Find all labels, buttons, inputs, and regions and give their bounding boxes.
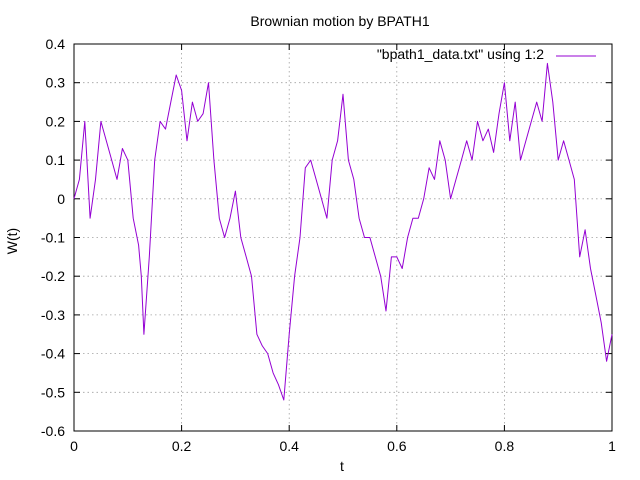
y-tick-label: -0.4 bbox=[41, 346, 65, 362]
y-tick-label: 0 bbox=[57, 191, 65, 207]
x-tick-label: 0.4 bbox=[279, 438, 299, 454]
grid-lines bbox=[74, 44, 612, 431]
y-axis-label: W(t) bbox=[4, 228, 20, 254]
x-axis-label: t bbox=[340, 458, 344, 474]
x-tick-label: 0 bbox=[70, 438, 78, 454]
y-tick-label: -0.6 bbox=[41, 423, 65, 439]
y-tick-label: 0.4 bbox=[46, 36, 66, 52]
x-tick-label: 0.2 bbox=[172, 438, 192, 454]
y-tick-label: -0.5 bbox=[41, 384, 65, 400]
chart-title: Brownian motion by BPATH1 bbox=[250, 13, 429, 29]
axes: 0 0.2 0.4 0.6 0.8 1 -0.6 -0.5 -0.4 -0.3 -0.2 -0.1 0 0… bbox=[41, 36, 616, 454]
y-tick-label: 0.2 bbox=[46, 113, 66, 129]
x-tick-label: 0.8 bbox=[495, 438, 515, 454]
y-tick-label: -0.1 bbox=[41, 230, 65, 246]
y-tick-label: 0.1 bbox=[46, 152, 66, 168]
y-tick-label: -0.2 bbox=[41, 268, 65, 284]
plot-frame bbox=[73, 43, 613, 432]
x-tick-label: 1 bbox=[608, 438, 616, 454]
series-layer bbox=[73, 62, 613, 401]
x-tick-label: 0.6 bbox=[387, 438, 407, 454]
series-line bbox=[73, 62, 613, 401]
y-tick-label: -0.3 bbox=[41, 307, 65, 323]
y-tick-label: 0.3 bbox=[46, 75, 66, 91]
legend-label: "bpath1_data.txt" using 1:2 bbox=[377, 46, 544, 62]
legend: "bpath1_data.txt" using 1:2 bbox=[377, 46, 596, 62]
